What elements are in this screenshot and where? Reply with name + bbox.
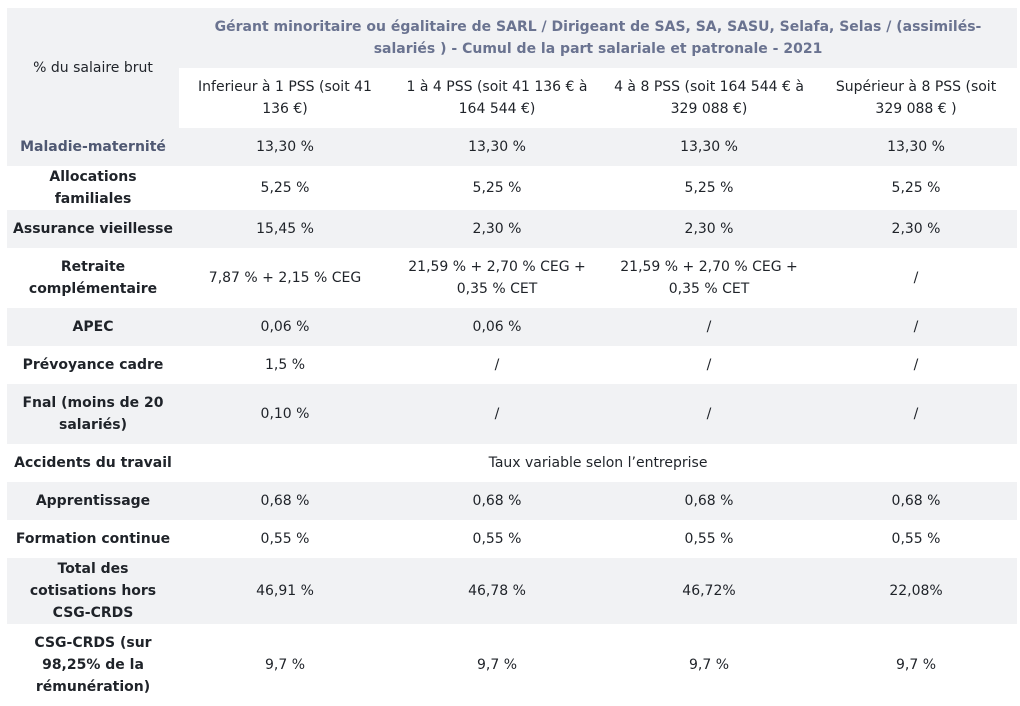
row-label: Allocations familiales bbox=[7, 166, 179, 210]
table-cell: 0,06 % bbox=[179, 308, 391, 346]
column-header: Supérieur à 8 PSS (soit 329 088 € ) bbox=[815, 68, 1018, 128]
column-header: 1 à 4 PSS (soit 41 136 € à 164 544 €) bbox=[391, 68, 603, 128]
table-cell: 0,55 % bbox=[603, 520, 815, 558]
table-cell: 9,7 % bbox=[179, 624, 391, 706]
table-cell: 0,55 % bbox=[391, 520, 603, 558]
table-cell: / bbox=[603, 308, 815, 346]
table-row: CSG-CRDS (sur 98,25% de la rémunération)… bbox=[7, 624, 1018, 706]
merged-cell: Taux variable selon l’entreprise bbox=[179, 444, 1018, 482]
table-cell: / bbox=[815, 308, 1018, 346]
table-cell: 0,68 % bbox=[179, 482, 391, 520]
table-cell: 21,59 % + 2,70 % CEG + 0,35 % CET bbox=[603, 248, 815, 308]
table-cell: 0,68 % bbox=[815, 482, 1018, 520]
table-cell: 0,10 % bbox=[179, 384, 391, 444]
row-label: Formation continue bbox=[7, 520, 179, 558]
table-cell: 0,68 % bbox=[391, 482, 603, 520]
row-label: Accidents du travail bbox=[7, 444, 179, 482]
table-cell: 13,30 % bbox=[179, 128, 391, 166]
corner-header: % du salaire brut bbox=[7, 8, 179, 128]
table-cell: 5,25 % bbox=[179, 166, 391, 210]
contributions-table: % du salaire brut Gérant minoritaire ou … bbox=[7, 8, 1018, 706]
table-cell: 5,25 % bbox=[391, 166, 603, 210]
row-label: Maladie-maternité bbox=[7, 128, 179, 166]
table-cell: 46,91 % bbox=[179, 558, 391, 624]
table-row: Prévoyance cadre 1,5 % / / / bbox=[7, 346, 1018, 384]
table-cell: 5,25 % bbox=[603, 166, 815, 210]
table-cell: / bbox=[603, 346, 815, 384]
row-label: Fnal (moins de 20 salariés) bbox=[7, 384, 179, 444]
table-cell: / bbox=[815, 248, 1018, 308]
table-cell: 13,30 % bbox=[603, 128, 815, 166]
table-row: Accidents du travail Taux variable selon… bbox=[7, 444, 1018, 482]
table-cell: 21,59 % + 2,70 % CEG + 0,35 % CET bbox=[391, 248, 603, 308]
table-cell: 1,5 % bbox=[179, 346, 391, 384]
table-cell: 15,45 % bbox=[179, 210, 391, 248]
row-label: APEC bbox=[7, 308, 179, 346]
column-header: 4 à 8 PSS (soit 164 544 € à 329 088 €) bbox=[603, 68, 815, 128]
table-cell: 0,55 % bbox=[815, 520, 1018, 558]
row-label: Assurance vieillesse bbox=[7, 210, 179, 248]
row-label: CSG-CRDS (sur 98,25% de la rémunération) bbox=[7, 624, 179, 706]
table-cell: / bbox=[815, 346, 1018, 384]
table-cell: 9,7 % bbox=[815, 624, 1018, 706]
table-cell: 22,08% bbox=[815, 558, 1018, 624]
table-cell: / bbox=[815, 384, 1018, 444]
table-cell: 13,30 % bbox=[391, 128, 603, 166]
table-cell: 13,30 % bbox=[815, 128, 1018, 166]
table-row: Maladie-maternité 13,30 % 13,30 % 13,30 … bbox=[7, 128, 1018, 166]
table-cell: 2,30 % bbox=[815, 210, 1018, 248]
table-cell: 46,78 % bbox=[391, 558, 603, 624]
table-row: Retraite complémentaire 7,87 % + 2,15 % … bbox=[7, 248, 1018, 308]
table-cell: 0,55 % bbox=[179, 520, 391, 558]
table-cell: 0,06 % bbox=[391, 308, 603, 346]
table-cell: 9,7 % bbox=[391, 624, 603, 706]
table-row: Total des cotisations hors CSG-CRDS 46,9… bbox=[7, 558, 1018, 624]
table-cell: 7,87 % + 2,15 % CEG bbox=[179, 248, 391, 308]
table-row: APEC 0,06 % 0,06 % / / bbox=[7, 308, 1018, 346]
table-cell: / bbox=[391, 384, 603, 444]
table-cell: 2,30 % bbox=[603, 210, 815, 248]
table-row: Allocations familiales 5,25 % 5,25 % 5,2… bbox=[7, 166, 1018, 210]
column-header: Inferieur à 1 PSS (soit 41 136 €) bbox=[179, 68, 391, 128]
table-cell: 9,7 % bbox=[603, 624, 815, 706]
table-cell: / bbox=[391, 346, 603, 384]
table-row: Fnal (moins de 20 salariés) 0,10 % / / / bbox=[7, 384, 1018, 444]
table-cell: 46,72% bbox=[603, 558, 815, 624]
row-label: Retraite complémentaire bbox=[7, 248, 179, 308]
table-row: Apprentissage 0,68 % 0,68 % 0,68 % 0,68 … bbox=[7, 482, 1018, 520]
row-label: Total des cotisations hors CSG-CRDS bbox=[7, 558, 179, 624]
table-cell: / bbox=[603, 384, 815, 444]
row-label: Apprentissage bbox=[7, 482, 179, 520]
table-row: Assurance vieillesse 15,45 % 2,30 % 2,30… bbox=[7, 210, 1018, 248]
main-header: Gérant minoritaire ou égalitaire de SARL… bbox=[179, 8, 1018, 68]
table-row: Formation continue 0,55 % 0,55 % 0,55 % … bbox=[7, 520, 1018, 558]
row-label: Prévoyance cadre bbox=[7, 346, 179, 384]
table-cell: 0,68 % bbox=[603, 482, 815, 520]
table-cell: 2,30 % bbox=[391, 210, 603, 248]
table-cell: 5,25 % bbox=[815, 166, 1018, 210]
